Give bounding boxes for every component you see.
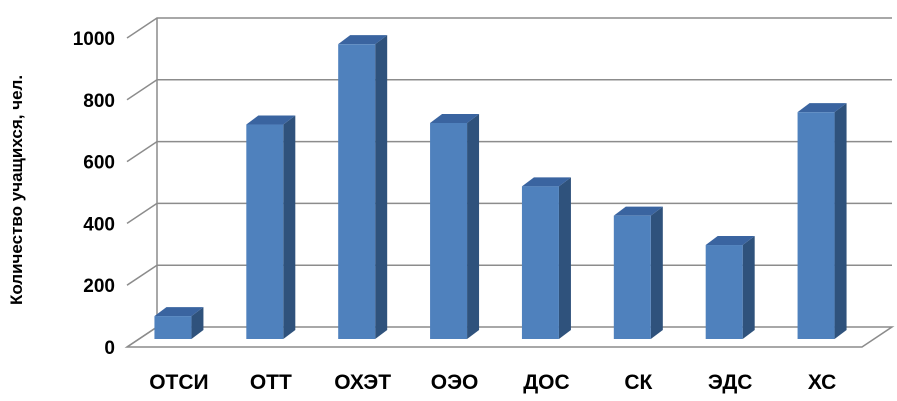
- gridline: [126, 326, 158, 348]
- y-axis-title: Количество учащихся, чел.: [7, 75, 26, 305]
- bar-front: [797, 112, 835, 339]
- chart-floor: [124, 326, 895, 348]
- bar-front: [430, 122, 468, 339]
- bar-side: [650, 206, 663, 339]
- bar-front: [246, 124, 284, 340]
- bar-top: [430, 113, 480, 123]
- x-category-label: ОЭО: [431, 371, 479, 394]
- bar-top: [521, 177, 571, 187]
- y-tick-label: 600: [83, 153, 115, 174]
- bar-top: [705, 236, 755, 246]
- y-tick-label: 1000: [73, 29, 115, 50]
- gridline: [126, 17, 892, 39]
- x-category-label: СК: [624, 371, 652, 394]
- bar-side: [191, 307, 204, 339]
- bar: [705, 236, 755, 339]
- bar-top: [246, 115, 296, 125]
- gridline: [126, 140, 892, 163]
- x-category-label: ОТТ: [250, 371, 292, 394]
- bar-side: [558, 177, 571, 339]
- bar-front: [154, 316, 192, 339]
- bar: [521, 177, 571, 339]
- x-category-label: ОХЭТ: [334, 371, 391, 394]
- bar: [613, 206, 663, 339]
- x-category-label: ХС: [808, 371, 836, 394]
- x-category-label: ЭДС: [708, 371, 753, 394]
- bar-front: [521, 186, 559, 339]
- bar-top: [613, 206, 663, 216]
- bar: [797, 103, 847, 339]
- bar: [338, 35, 388, 340]
- bar: [154, 307, 204, 339]
- gridline: [126, 79, 892, 101]
- bars: [154, 35, 847, 340]
- gridline: [126, 264, 892, 286]
- bar-top: [154, 307, 204, 317]
- bar-side: [375, 35, 388, 340]
- bar: [430, 113, 480, 339]
- y-tick-label: 400: [83, 214, 115, 235]
- bar-top: [338, 35, 388, 45]
- x-category-labels: ОТСИ ОТТ ОХЭТ ОЭО ДОС СК ЭДС ХС: [149, 371, 836, 394]
- gridline: [126, 202, 892, 225]
- y-tick-label: 800: [83, 91, 115, 112]
- bar-front: [705, 245, 743, 339]
- bar: [246, 115, 296, 340]
- bar-side: [834, 103, 847, 339]
- bar-front: [613, 215, 651, 339]
- bar-side: [742, 236, 755, 339]
- bar-side: [467, 113, 480, 339]
- bar-top: [797, 103, 847, 113]
- bar-side: [283, 115, 296, 340]
- bar-front: [338, 44, 376, 340]
- x-category-label: ОТСИ: [149, 371, 208, 394]
- gridlines: [124, 17, 895, 348]
- y-tick-labels: 0 200 400 600 800 1000: [73, 29, 115, 359]
- x-category-label: ДОС: [523, 371, 569, 394]
- y-tick-label: 200: [83, 276, 115, 297]
- y-tick-label: 0: [104, 338, 115, 359]
